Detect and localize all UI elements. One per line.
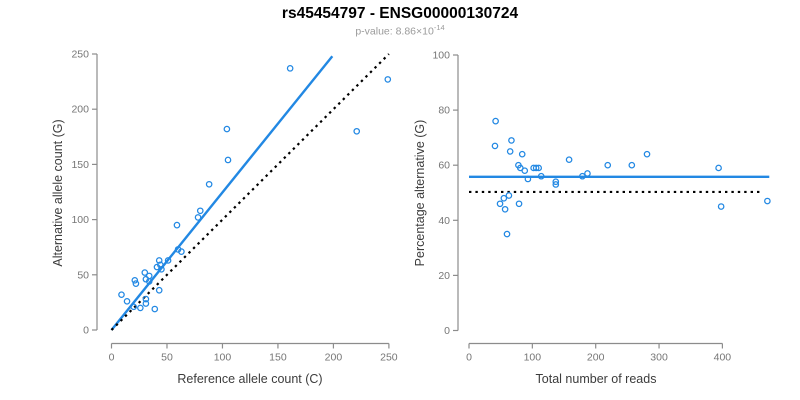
data-point	[145, 278, 153, 285]
figure-title: rs45454797 - ENSG00000130724	[281, 5, 519, 22]
x-tick-label: 200	[587, 352, 605, 364]
x-tick-label: 150	[269, 352, 287, 364]
y-tick-label: 20	[438, 270, 450, 282]
x-tick-label: 100	[524, 352, 542, 364]
data-point	[155, 286, 163, 294]
data-point	[151, 305, 159, 313]
x-tick-label: 0	[466, 352, 472, 364]
data-point	[123, 297, 131, 305]
data-point	[524, 175, 532, 183]
data-point	[505, 192, 513, 199]
figure-subtitle: p-value: 8.86×10-14	[0, 23, 800, 38]
data-point	[552, 178, 560, 186]
data-point	[532, 164, 540, 172]
y-tick-label: 0	[444, 325, 450, 337]
data-point	[628, 161, 636, 169]
data-point	[194, 214, 202, 221]
pvalue-exponent: -14	[433, 23, 445, 32]
data-point	[132, 280, 140, 287]
y-tick-label: 100	[432, 50, 450, 62]
y-tick-label: 50	[77, 269, 89, 281]
data-point	[384, 76, 392, 83]
regression-line	[110, 55, 334, 331]
left-plot: 0 50 100 150 200 250 0 50 100 150 200 250	[71, 49, 397, 364]
data-point	[515, 200, 523, 208]
identity-line	[110, 53, 390, 331]
data-point	[142, 300, 150, 307]
data-point	[141, 269, 149, 276]
left-xaxis-title: Reference allele count (C)	[177, 372, 322, 386]
data-point	[492, 117, 499, 125]
data-point	[118, 291, 125, 298]
data-point	[164, 257, 172, 264]
x-tick-label: 50	[161, 352, 173, 364]
y-tick-label: 200	[71, 104, 89, 116]
data-point	[521, 167, 529, 175]
data-point	[535, 164, 543, 172]
y-tick-label: 150	[71, 159, 89, 171]
data-point	[501, 205, 509, 213]
data-point	[142, 295, 150, 303]
data-point	[196, 207, 204, 215]
x-tick-label: 300	[650, 352, 668, 364]
data-point	[500, 194, 508, 202]
data-point	[224, 156, 232, 164]
right-yaxis-title: Percentage alternative (G)	[413, 120, 427, 267]
data-point	[518, 150, 526, 158]
data-point	[508, 137, 515, 144]
data-point	[158, 265, 165, 273]
data-point	[491, 142, 499, 150]
left-yaxis-title: Alternative allele count (G)	[51, 119, 65, 266]
data-point	[178, 248, 185, 255]
y-tick-label: 60	[438, 160, 450, 172]
data-point	[552, 181, 560, 188]
data-point	[145, 272, 153, 280]
data-point	[506, 148, 514, 155]
y-tick-label: 80	[438, 105, 450, 117]
y-tick-label: 250	[71, 49, 89, 61]
data-point	[131, 276, 139, 284]
y-tick-label: 0	[83, 325, 89, 337]
data-point	[579, 172, 586, 180]
data-point	[503, 230, 511, 238]
data-point	[715, 164, 722, 172]
data-point	[353, 127, 361, 135]
data-point	[223, 125, 231, 133]
data-point	[155, 257, 163, 264]
data-point	[643, 150, 651, 158]
data-point	[137, 304, 144, 312]
data-point	[496, 200, 504, 208]
data-point	[537, 172, 545, 180]
x-tick-label: 0	[109, 352, 115, 364]
data-point	[565, 156, 573, 164]
data-point	[717, 203, 725, 210]
y-tick-label: 100	[71, 214, 89, 226]
pvalue-text: p-value: 8.86×10	[355, 25, 434, 38]
data-point	[173, 221, 181, 229]
data-point	[286, 65, 294, 72]
x-tick-label: 400	[714, 352, 732, 364]
data-point	[205, 180, 213, 188]
right-xaxis-title: Total number of reads	[536, 372, 657, 386]
x-tick-label: 200	[325, 352, 343, 364]
data-point	[764, 197, 771, 205]
data-point	[130, 303, 138, 311]
x-tick-label: 250	[380, 352, 398, 364]
data-point	[604, 161, 612, 169]
x-tick-label: 100	[214, 352, 232, 364]
right-plot: 0 20 40 60 80 100 0 100 200 300 400	[432, 50, 771, 364]
data-point	[156, 261, 164, 269]
data-point	[584, 170, 591, 177]
y-tick-label: 40	[438, 215, 450, 227]
